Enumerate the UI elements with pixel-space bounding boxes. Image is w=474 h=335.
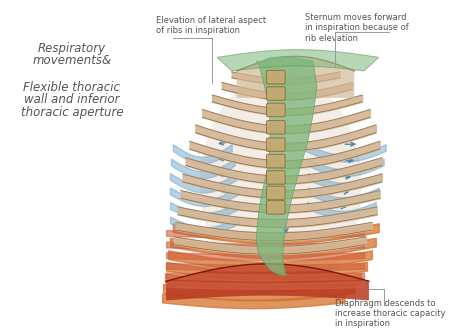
Text: Elevation of lateral aspect
of ribs in inspiration: Elevation of lateral aspect of ribs in i… bbox=[156, 16, 266, 35]
FancyBboxPatch shape bbox=[266, 121, 285, 134]
Text: Sternum moves forward
in inspiration because of
rib elevation: Sternum moves forward in inspiration bec… bbox=[305, 13, 409, 43]
FancyBboxPatch shape bbox=[266, 186, 285, 200]
Polygon shape bbox=[217, 50, 379, 71]
Polygon shape bbox=[256, 56, 317, 275]
FancyBboxPatch shape bbox=[266, 154, 285, 168]
FancyBboxPatch shape bbox=[266, 201, 285, 214]
FancyBboxPatch shape bbox=[266, 70, 285, 84]
Text: Diaphragm descends to
increase thoracic capacity
in inspiration: Diaphragm descends to increase thoracic … bbox=[335, 298, 445, 328]
FancyBboxPatch shape bbox=[266, 87, 285, 100]
Text: movements&: movements& bbox=[32, 55, 111, 67]
Text: Flexible thoracic: Flexible thoracic bbox=[23, 80, 120, 93]
Text: Respiratory: Respiratory bbox=[38, 42, 106, 55]
Text: thoracic aperture: thoracic aperture bbox=[21, 106, 123, 119]
FancyBboxPatch shape bbox=[266, 171, 285, 184]
Text: wall and inferior: wall and inferior bbox=[24, 93, 120, 106]
Polygon shape bbox=[237, 56, 354, 98]
Polygon shape bbox=[166, 264, 369, 300]
FancyBboxPatch shape bbox=[266, 103, 285, 117]
Ellipse shape bbox=[200, 74, 362, 296]
FancyBboxPatch shape bbox=[266, 138, 285, 151]
